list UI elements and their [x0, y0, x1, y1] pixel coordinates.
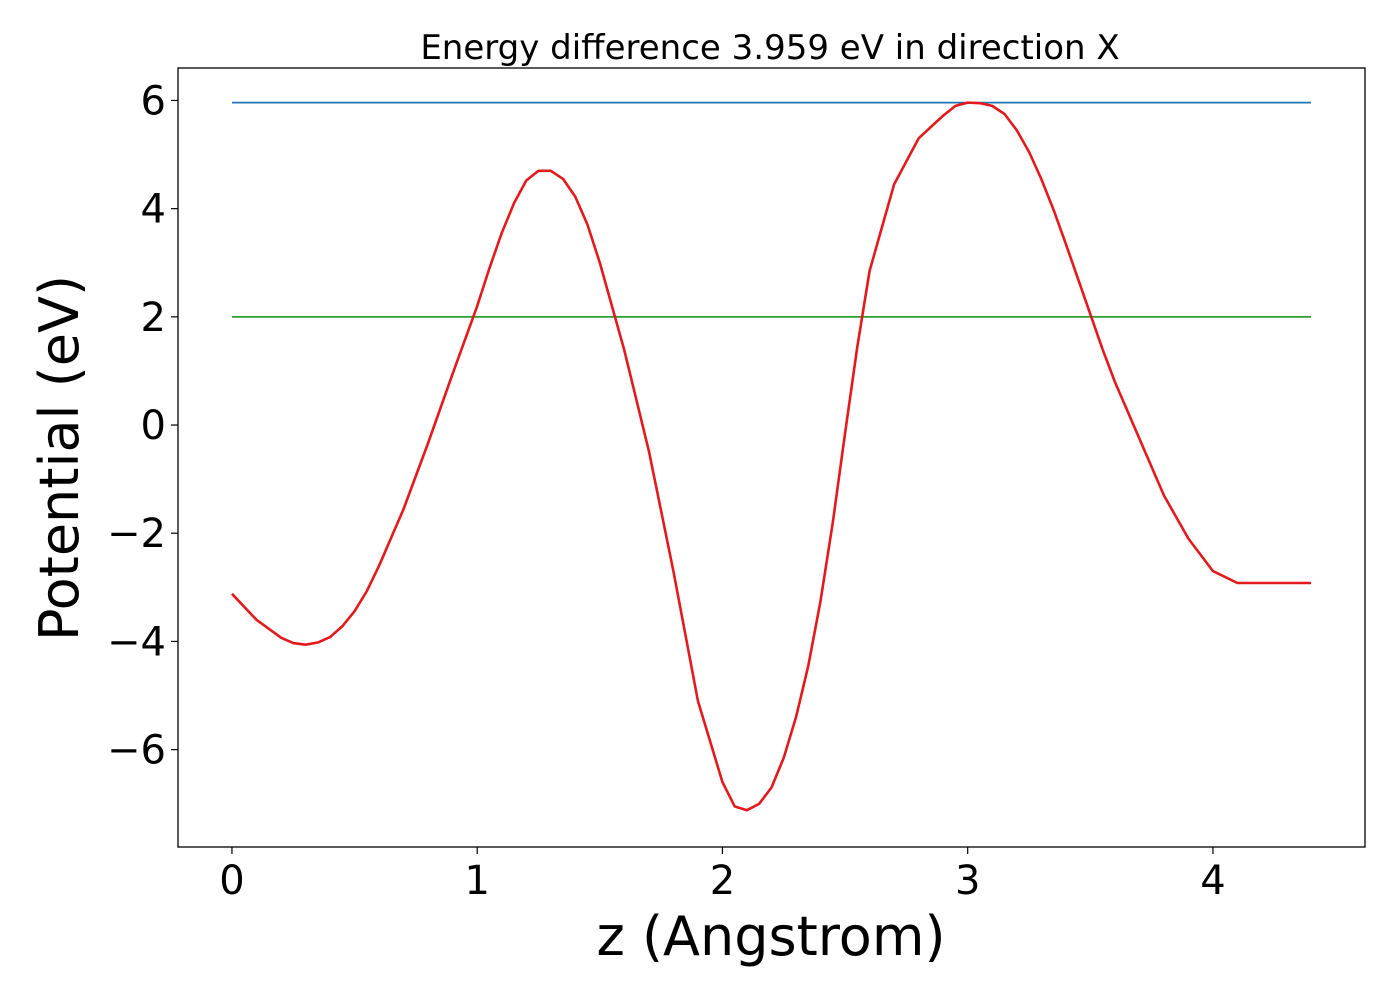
x-axis-label: z (Angstrom)	[596, 905, 945, 968]
chart-title: Energy difference 3.959 eV in direction …	[420, 28, 1119, 68]
x-tick-label: 0	[219, 858, 244, 904]
y-tick-label: 6	[141, 78, 166, 124]
y-tick-label: −4	[107, 619, 166, 665]
plot-area	[231, 101, 1312, 812]
x-tick-label: 4	[1200, 858, 1225, 904]
x-tick-label: 2	[710, 858, 735, 904]
y-tick-label: 0	[141, 403, 166, 449]
potential-line	[231, 101, 1312, 812]
y-tick-label: 4	[141, 187, 166, 233]
plot-frame	[177, 67, 1366, 848]
y-tick-label: 2	[141, 295, 166, 341]
y-axis-ticks: −6 −4 −2 0 2 4 6	[107, 78, 178, 774]
y-tick-label: −6	[107, 728, 166, 774]
x-axis-ticks: 0 1 2 3 4	[219, 847, 1226, 904]
x-tick-label: 1	[464, 858, 489, 904]
y-axis-label: Potential (eV)	[28, 275, 91, 641]
x-tick-label: 3	[955, 858, 980, 904]
y-tick-label: −2	[107, 511, 166, 557]
